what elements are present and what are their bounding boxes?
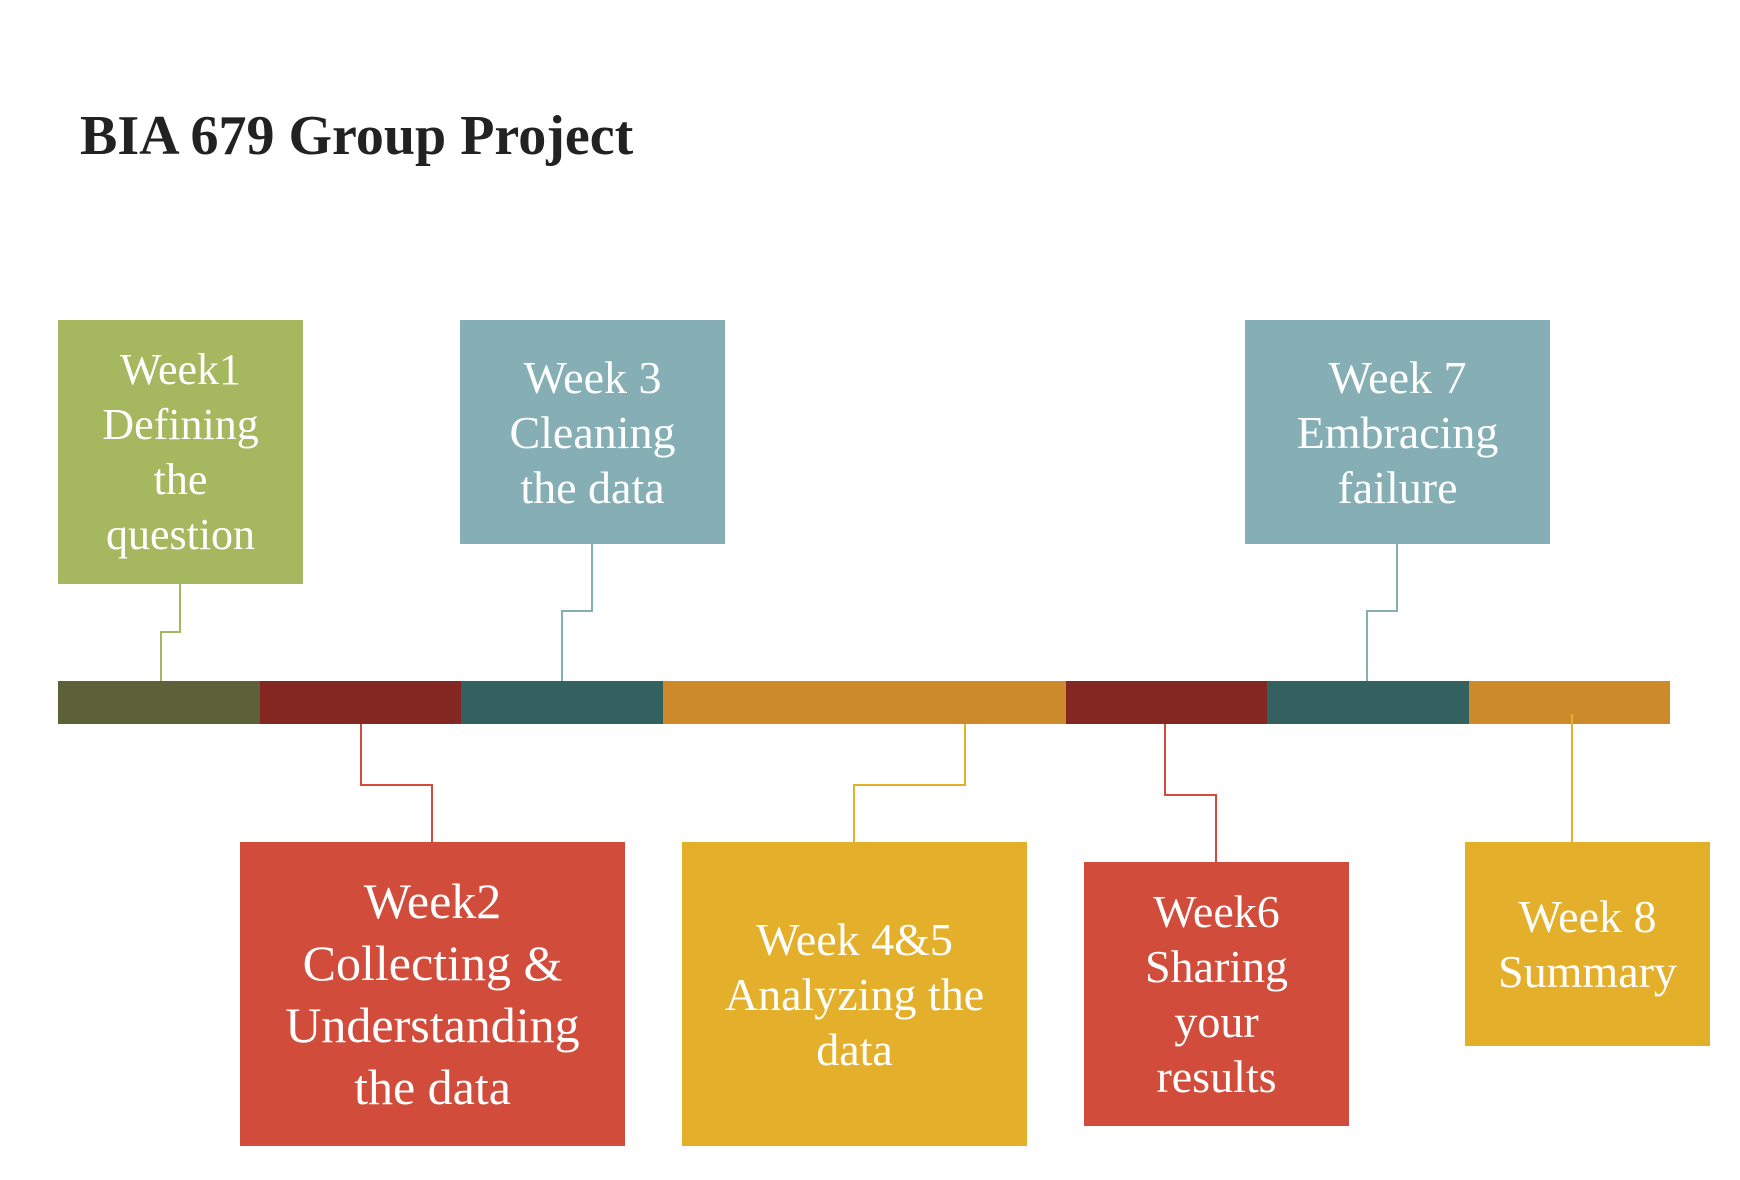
timeline-bar <box>58 681 1670 724</box>
milestone-box-week8: Week 8 Summary <box>1465 842 1710 1046</box>
connector-week1 <box>160 584 181 681</box>
milestone-line: Week6 <box>1153 886 1280 937</box>
milestone-line: failure <box>1337 461 1458 513</box>
timeline-segment <box>1065 681 1267 724</box>
milestone-line: the data <box>354 1059 511 1115</box>
timeline-segment <box>1468 681 1670 724</box>
milestone-line: results <box>1156 1051 1277 1102</box>
milestone-line: Week 7 <box>1328 351 1467 403</box>
milestone-line: Cleaning <box>509 406 676 458</box>
connector-week45 <box>853 724 966 842</box>
milestone-line: your <box>1174 996 1259 1047</box>
page-title: BIA 679 Group Project <box>80 105 634 167</box>
milestone-line: data <box>816 1023 893 1075</box>
milestone-box-week2: Week2 Collecting & Understanding the dat… <box>240 842 625 1146</box>
milestone-line: Defining <box>102 400 259 449</box>
milestone-line: the <box>153 455 208 504</box>
milestone-line: Summary <box>1498 946 1677 997</box>
milestone-line: question <box>105 510 256 559</box>
milestone-line: Sharing <box>1144 941 1289 992</box>
connector-week6 <box>1164 724 1217 862</box>
milestone-box-week1: Week1 Defining the question <box>58 320 303 584</box>
milestone-line: Week2 <box>363 873 502 929</box>
milestone-line: Week1 <box>119 345 242 394</box>
connector-week2 <box>360 724 433 842</box>
milestone-box-week3: Week 3 Cleaning the data <box>460 320 725 544</box>
milestone-box-week4-5: Week 4&5 Analyzing the data <box>682 842 1027 1146</box>
milestone-box-week6: Week6 Sharing your results <box>1084 862 1349 1126</box>
milestone-line: the data <box>520 461 665 513</box>
milestone-line: Collecting & <box>302 935 563 991</box>
timeline-segment <box>259 681 461 724</box>
timeline-segment <box>58 681 260 724</box>
milestone-box-week7: Week 7 Embracing failure <box>1245 320 1550 544</box>
milestone-line: Embracing <box>1296 406 1499 458</box>
connector-week3 <box>561 544 593 681</box>
connector-week7 <box>1366 544 1398 681</box>
timeline-segment <box>662 681 1066 724</box>
timeline-segment <box>461 681 663 724</box>
milestone-line: Week 8 <box>1518 891 1657 942</box>
milestone-line: Understanding <box>285 997 580 1053</box>
milestone-line: Analyzing the <box>724 968 985 1020</box>
timeline-segment <box>1267 681 1469 724</box>
milestone-line: Week 4&5 <box>756 913 953 965</box>
milestone-line: Week 3 <box>523 351 662 403</box>
